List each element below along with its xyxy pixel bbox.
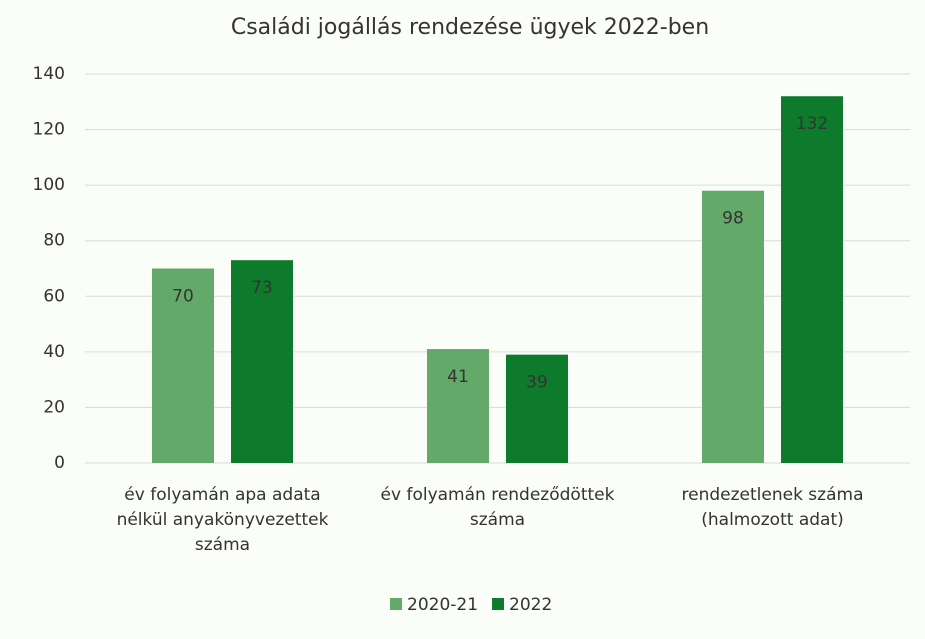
data-label: 98: [722, 209, 744, 229]
bar: [506, 354, 568, 463]
y-tick-label: 80: [43, 231, 65, 251]
data-label: 39: [526, 373, 548, 393]
bar: [231, 260, 293, 463]
bar: [702, 190, 764, 463]
y-tick-label: 120: [33, 120, 65, 140]
bar: [152, 268, 214, 463]
chart-title: Családi jogállás rendezése ügyek 2022-be…: [231, 15, 709, 40]
y-tick-label: 60: [43, 286, 65, 306]
y-tick-label: 140: [33, 64, 65, 84]
x-tick-label: év folyamán rendeződöttek száma: [380, 485, 615, 530]
legend-swatch: [492, 598, 505, 610]
y-tick-label: 0: [54, 453, 65, 473]
legend-label: 2020-21: [407, 595, 478, 615]
y-tick-label: 20: [43, 397, 65, 417]
data-label: 70: [172, 287, 194, 307]
x-tick-label: rendezetlenek száma (halmozott adat): [681, 485, 864, 530]
legend-label: 2022: [509, 595, 552, 615]
legend-swatch: [390, 598, 402, 610]
data-label: 73: [251, 278, 273, 298]
y-tick-label: 100: [33, 175, 65, 195]
bar: [427, 349, 489, 463]
y-tick-label: 40: [43, 342, 65, 362]
data-label: 132: [796, 114, 828, 134]
x-tick-label: év folyamán apa adata nélkül anyakönyvez…: [116, 485, 329, 555]
data-label: 41: [447, 367, 469, 387]
bar: [781, 96, 843, 463]
